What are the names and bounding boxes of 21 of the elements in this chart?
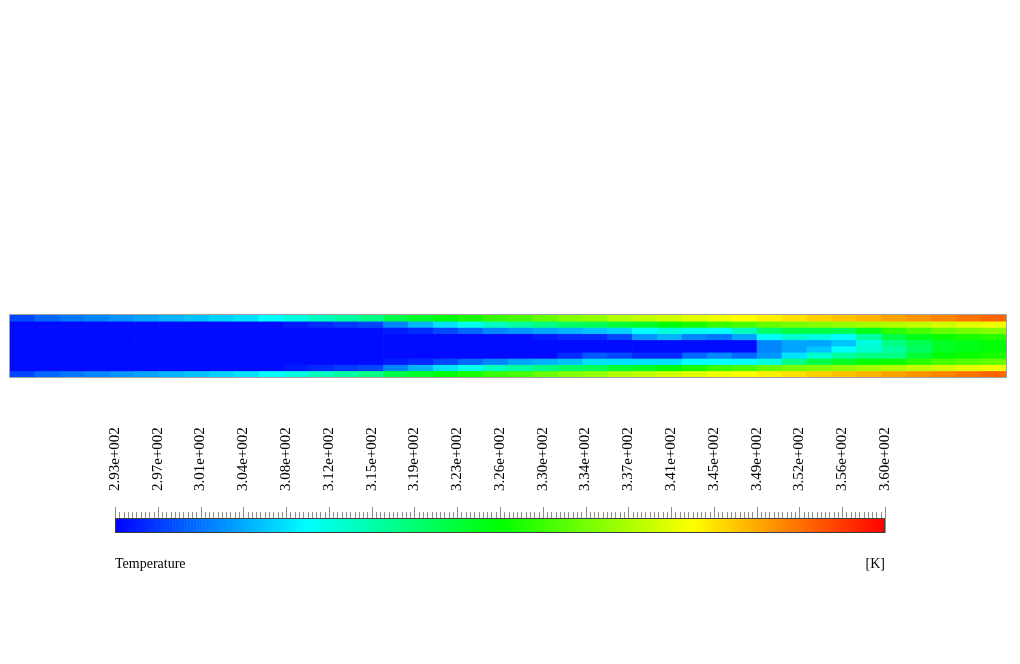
color-bar-title: Temperature bbox=[115, 556, 186, 571]
color-bar-label: 3.41e+002 bbox=[662, 427, 679, 491]
color-bar-label: 3.56e+002 bbox=[833, 427, 850, 491]
color-bar-label: 3.45e+002 bbox=[704, 427, 721, 491]
color-bar-label: 3.60e+002 bbox=[875, 427, 892, 491]
color-bar-label: 3.26e+002 bbox=[490, 427, 507, 491]
color-bar-label: 3.15e+002 bbox=[362, 427, 379, 491]
color-bar-label: 3.12e+002 bbox=[319, 427, 336, 491]
color-bar-label: 3.34e+002 bbox=[576, 427, 593, 491]
text: [K] bbox=[865, 556, 885, 571]
color-bar-label: 3.52e+002 bbox=[790, 427, 807, 491]
color-bar-label: 3.37e+002 bbox=[619, 427, 636, 491]
color-bar-label: 3.30e+002 bbox=[533, 427, 550, 491]
color-bar-label: 3.08e+002 bbox=[277, 427, 294, 491]
color-bar-label: 3.23e+002 bbox=[448, 427, 465, 491]
color-bar-label: 2.97e+002 bbox=[148, 427, 165, 491]
color-bar-label: 2.93e+002 bbox=[105, 427, 122, 491]
color-bar-label: 3.01e+002 bbox=[191, 427, 208, 491]
color-bar-label: 3.49e+002 bbox=[747, 427, 764, 491]
color-bar-label: 3.19e+002 bbox=[405, 427, 422, 491]
color-bar-label: 3.04e+002 bbox=[234, 427, 251, 491]
